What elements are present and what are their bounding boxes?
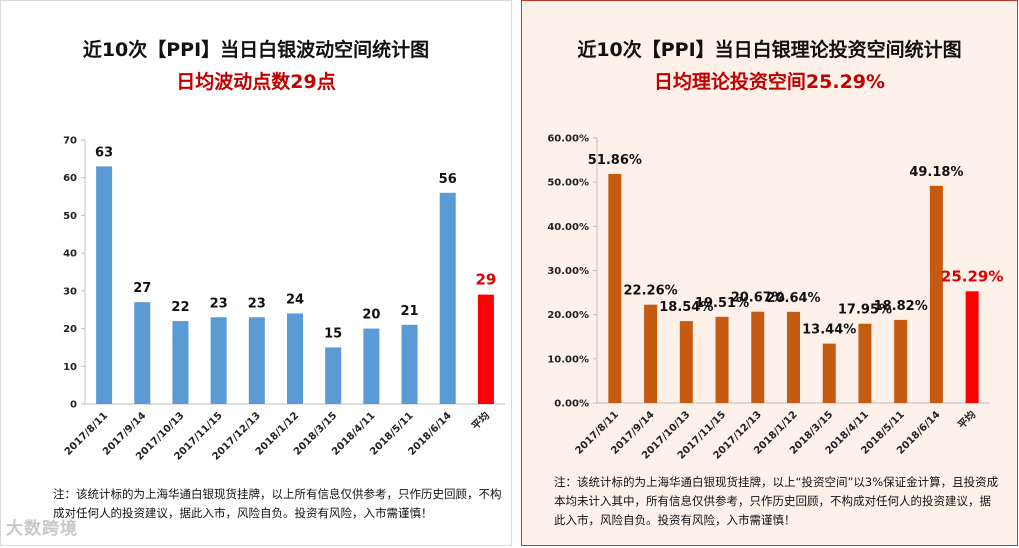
left-data-label: 23 [210,296,228,311]
left-y-tick-label: 0 [70,400,77,411]
left-data-label: 24 [286,292,304,307]
right-bar [608,173,622,403]
left-bar [172,321,189,404]
left-y-tick-label: 10 [63,362,77,373]
left-bar [325,347,342,404]
left-data-label: 23 [248,296,266,311]
left-data-label: 63 [95,145,113,160]
left-data-label: 21 [400,304,418,319]
right-bar-average [965,291,979,403]
left-bar [248,317,265,404]
right-bar [822,343,836,403]
left-bar [439,192,456,404]
right-data-label: 20.67% [731,291,785,306]
left-chart-title: 近10次【PPI】当日白银波动空间统计图 [82,39,430,61]
right-chart-panel: 近10次【PPI】当日白银理论投资空间统计图 日均理论投资空间25.29% 0.… [521,0,1018,546]
right-data-label: 22.26% [624,284,678,299]
left-disclaimer-note: 注：该统计标的为上海华通白银现货挂牌，以上所有信息仅供参考，只作历史回顾，不构成… [53,487,502,520]
right-y-tick-label: 20.00% [547,310,589,321]
left-y-tick-label: 50 [63,211,77,222]
left-y-tick-label: 60 [63,173,77,184]
right-y-tick-label: 40.00% [547,222,589,233]
right-data-label: 20.64% [766,291,820,306]
left-data-label: 56 [439,172,457,187]
right-data-label: 51.86% [588,153,642,168]
right-y-tick-label: 0.00% [554,399,589,410]
right-bar [679,321,693,403]
right-data-label-average: 25.29% [941,267,1003,285]
left-data-label: 27 [133,281,151,296]
left-chart-panel: 近10次【PPI】当日白银波动空间统计图 日均波动点数29点 0 10 20 30 40… [0,0,512,546]
left-bar-average [477,294,494,404]
left-data-label: 15 [324,326,342,341]
right-y-tick-label: 50.00% [547,178,589,189]
right-data-label: 49.18% [909,165,963,180]
right-bar [787,311,800,403]
left-bar [210,317,227,404]
right-bar [715,316,729,403]
right-y-tick-label: 10.00% [547,354,589,365]
left-data-label-average: 29 [475,271,496,289]
right-y-tick-label: 60.00% [547,134,589,145]
left-y-tick-label: 20 [63,324,77,335]
left-y-tick-label: 70 [63,136,77,147]
right-bar [929,185,943,403]
left-bar [96,166,113,404]
right-disclaimer-note: 注：该统计标的为上海华通白银现货挂牌，以上“投资空间”以3%保证金计算，且投资成… [554,475,999,527]
right-x-tick-label: 平均 [955,408,978,431]
right-data-label: 13.44% [802,323,856,338]
left-y-tick-label: 30 [63,286,77,297]
left-bar [287,313,303,404]
right-data-label: 18.82% [874,299,928,314]
left-bar [363,328,380,404]
right-bar-chart: 0.00% 10.00% 20.00% 30.00% 40.00% 50.00% 60.00… [547,134,1003,462]
right-chart-subtitle: 日均理论投资空间25.29% [653,71,886,93]
right-bar [858,323,872,403]
right-data-label: 17.95% [838,303,892,318]
right-data-label: 19.51% [695,296,749,311]
right-bar [894,319,908,403]
left-data-label: 22 [171,300,189,315]
left-x-tick-label: 平均 [469,409,492,432]
right-chart-title: 近10次【PPI】当日白银理论投资空间统计图 [577,39,962,61]
left-bar [134,302,151,404]
right-data-label: 18.54% [659,300,713,315]
left-y-tick-label: 40 [63,249,77,260]
left-data-label: 20 [362,308,380,323]
left-chart-subtitle: 日均波动点数29点 [176,71,336,93]
watermark-logo: 大数跨境 [6,519,78,539]
right-bar [644,304,658,403]
left-bar [401,324,418,404]
left-bar-chart: 010203040506070632017/8/11272017/9/14222… [63,136,505,463]
right-y-tick-label: 30.00% [547,266,589,277]
right-bar [751,311,765,403]
